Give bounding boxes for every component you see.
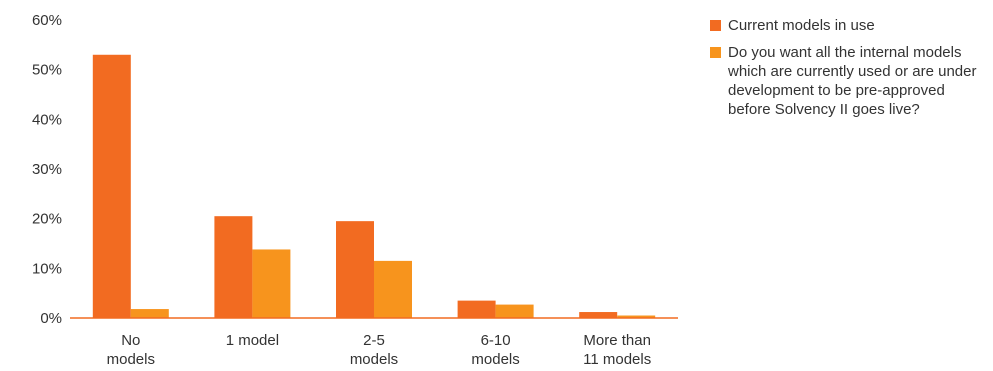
bar-series-1-category-5 (579, 312, 618, 318)
y-tick-label: 0% (40, 310, 62, 327)
y-tick-label: 20% (32, 211, 62, 228)
bar-series-2-category-5 (617, 315, 656, 318)
bar-series-1-category-3 (336, 221, 374, 318)
bar-chart: 0% 10% 20% 30% 40% 50% 60% No models 1 model 2-5 m… (32, 12, 678, 368)
y-axis: 0% 10% 20% 30% 40% 50% 60% (32, 12, 62, 327)
legend: Current models in use Do you want all th… (710, 16, 985, 127)
x-axis: No models 1 model 2-5 models 6-10 models More t… (107, 332, 652, 368)
legend-item-pre-approval: Do you want all the internal models whic… (710, 43, 985, 119)
y-tick-label: 30% (32, 161, 62, 178)
bar-series-2-category-4 (495, 304, 534, 318)
legend-swatch-current-models (710, 20, 721, 31)
legend-item-current-models: Current models in use (710, 16, 985, 35)
bar-series-1-category-4 (457, 300, 496, 318)
bar-series-1-category-2 (214, 216, 253, 318)
y-tick-label: 40% (32, 111, 62, 128)
bar-series-2-category-1 (130, 309, 169, 318)
legend-label-current-models: Current models in use (728, 17, 875, 34)
x-category-label: More than 11 models (583, 332, 651, 368)
bar-series-2-category-3 (374, 260, 412, 318)
legend-swatch-pre-approval (710, 47, 721, 58)
x-category-label: 2-5 models (350, 332, 398, 368)
y-tick-label: 60% (32, 12, 62, 29)
bars (92, 54, 656, 319)
y-tick-label: 10% (32, 260, 62, 277)
x-category-label: No models (107, 332, 155, 368)
x-category-label: 6-10 models (471, 332, 519, 368)
y-tick-label: 50% (32, 62, 62, 79)
bar-series-1-category-1 (92, 54, 131, 319)
x-category-label: 1 model (226, 332, 279, 349)
bar-series-2-category-2 (252, 249, 291, 318)
legend-label-pre-approval: Do you want all the internal models whic… (728, 44, 977, 118)
